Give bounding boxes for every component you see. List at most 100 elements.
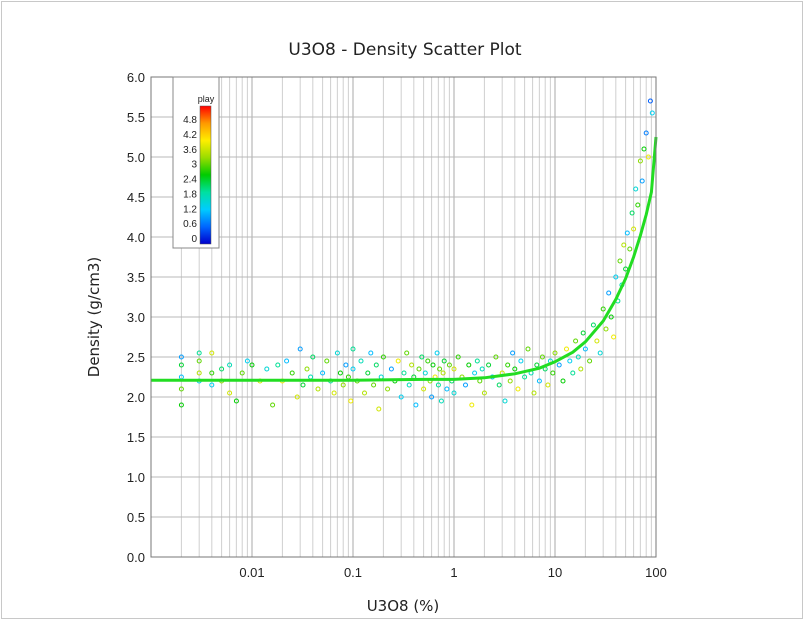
- data-point: [331, 390, 337, 396]
- data-point: [631, 226, 637, 232]
- data-point: [227, 390, 233, 396]
- data-point: [441, 358, 447, 364]
- data-point: [350, 366, 356, 372]
- data-point: [289, 370, 295, 376]
- data-point: [358, 358, 364, 364]
- colorbar: [199, 105, 212, 245]
- data-point: [413, 402, 419, 408]
- data-point: [343, 362, 349, 368]
- plot-area-border: [150, 76, 657, 558]
- color-legend: play 4.8 4.2 3.6 3 2.4 1.8 1.2 0.6 0: [172, 76, 220, 249]
- data-point: [617, 258, 623, 264]
- data-point: [550, 370, 556, 376]
- x-axis-ticks: 0.01 0.1 1 10 100: [239, 565, 667, 580]
- legend-tick-label: 4.8: [183, 115, 197, 126]
- data-point: [466, 362, 472, 368]
- data-point: [294, 394, 300, 400]
- y-tick-label: 2.0: [127, 390, 145, 405]
- y-axis-ticks: 0.0 0.5 1.0 1.5 2.0 2.5 3.0 3.5 4.0 4.5 5.0 5.5 6.0: [127, 70, 145, 565]
- data-point: [645, 154, 651, 160]
- data-point: [404, 350, 410, 356]
- data-point: [647, 98, 653, 104]
- data-point: [315, 386, 321, 392]
- data-point: [590, 322, 596, 328]
- data-point: [534, 362, 540, 368]
- data-point: [304, 366, 310, 372]
- data-point: [496, 382, 502, 388]
- data-point: [479, 366, 485, 372]
- legend-tick-label: 0: [191, 234, 197, 245]
- data-point: [398, 394, 404, 400]
- data-point: [227, 362, 233, 368]
- data-point: [310, 354, 316, 360]
- y-tick-label: 5.5: [127, 110, 145, 125]
- data-point: [209, 350, 215, 356]
- data-point: [371, 382, 377, 388]
- data-point: [444, 386, 450, 392]
- legend-tick-label: 3.6: [183, 145, 197, 156]
- data-point: [512, 366, 518, 372]
- data-point: [564, 346, 569, 352]
- data-point: [641, 146, 647, 152]
- data-point: [337, 370, 343, 376]
- data-point: [603, 326, 609, 332]
- y-tick-label: 3.5: [127, 270, 145, 285]
- data-point: [635, 202, 641, 208]
- data-point: [419, 354, 425, 360]
- data-point: [196, 358, 202, 364]
- data-point: [463, 382, 468, 388]
- data-point: [613, 274, 619, 280]
- data-point: [474, 358, 480, 364]
- data-point: [608, 314, 614, 320]
- data-point: [472, 370, 478, 376]
- data-point: [510, 350, 516, 356]
- data-point: [233, 398, 239, 404]
- x-tick-label: 10: [548, 565, 562, 580]
- data-point: [437, 366, 443, 372]
- data-point: [522, 374, 528, 380]
- y-tick-label: 5.0: [127, 150, 145, 165]
- data-point: [324, 358, 330, 364]
- data-point: [334, 350, 340, 356]
- data-point: [518, 358, 524, 364]
- data-point: [434, 350, 440, 356]
- data-point: [219, 366, 225, 372]
- data-point: [275, 362, 281, 368]
- legend-tick-label: 1.2: [183, 204, 197, 215]
- data-point: [365, 370, 371, 376]
- fit-line: [151, 136, 658, 382]
- data-point: [573, 338, 579, 344]
- data-point: [196, 370, 202, 376]
- data-point: [570, 370, 576, 376]
- legend-tick-label: 4.2: [183, 130, 197, 141]
- data-point: [244, 358, 250, 364]
- data-point: [430, 362, 436, 368]
- data-point: [406, 382, 412, 388]
- data-point: [440, 370, 446, 376]
- data-point: [388, 366, 394, 372]
- legend-tick-label: 1.8: [183, 189, 197, 200]
- data-point: [362, 390, 367, 396]
- grid: [150, 76, 656, 558]
- data-point: [340, 382, 346, 388]
- data-point: [401, 370, 407, 376]
- data-point: [578, 366, 584, 372]
- y-axis-label: Density (g/cm3): [85, 257, 103, 377]
- data-point: [373, 362, 379, 368]
- data-point: [481, 390, 487, 396]
- data-point: [594, 338, 600, 344]
- data-point: [525, 346, 531, 352]
- data-point: [425, 358, 431, 364]
- data-point: [580, 330, 586, 336]
- data-point: [486, 362, 492, 368]
- data-point: [639, 178, 645, 184]
- data-point: [409, 362, 415, 368]
- data-point: [643, 130, 649, 136]
- data-point: [178, 386, 184, 392]
- data-point: [249, 362, 255, 368]
- data-point: [451, 366, 457, 372]
- data-point: [649, 110, 655, 116]
- data-point: [531, 390, 537, 396]
- data-point: [606, 290, 612, 296]
